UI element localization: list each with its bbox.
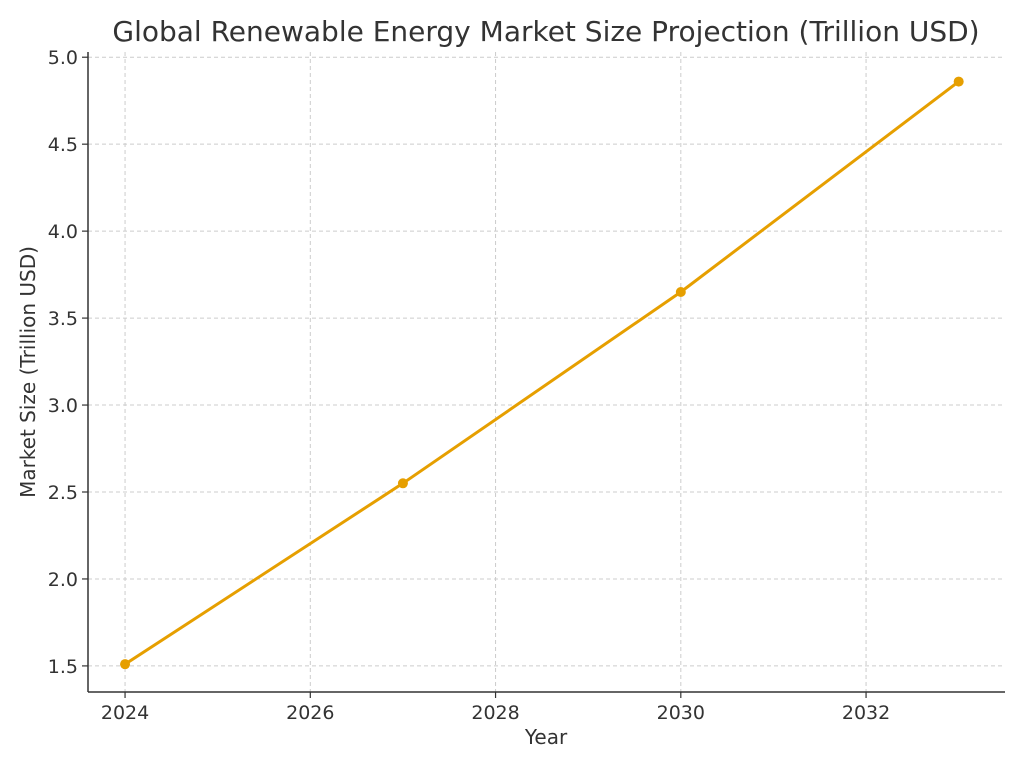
y-tick-label-7: 5.0 [48,47,78,69]
y-tick-label-5: 4.0 [48,221,78,243]
axes-layer [87,52,1005,693]
x-tick-label-0: 2024 [101,702,149,724]
y-tick-label-6: 4.5 [48,134,78,156]
series-layer [120,76,964,670]
series-line-0 [123,80,961,666]
y-tick-label-4: 3.5 [48,308,78,330]
data-point-0-3 [953,76,964,87]
data-point-0-1 [397,478,408,489]
y-tick-label-0: 1.5 [48,656,78,678]
y-tick-label-3: 3.0 [48,395,78,417]
y-tick-label-2: 2.5 [48,482,78,504]
x-axis-label: Year [524,725,568,749]
x-tick-label-3: 2030 [657,702,705,724]
y-tick-label-1: 2.0 [48,569,78,591]
ticks-layer: 2024 2026 2028 2030 2032 1.5 2.0 2.5 3.0 3.5 4.0 4.… [48,47,890,724]
data-point-0-0 [120,659,131,670]
y-axis-label: Market Size (Trillion USD) [16,246,40,498]
data-point-0-2 [675,287,686,297]
chart-title: Global Renewable Energy Market Size Proj… [112,15,979,48]
x-tick-label-1: 2026 [286,702,334,724]
x-tick-label-4: 2032 [842,702,890,724]
x-tick-label-2: 2028 [471,702,519,724]
grid-layer [88,52,1005,692]
